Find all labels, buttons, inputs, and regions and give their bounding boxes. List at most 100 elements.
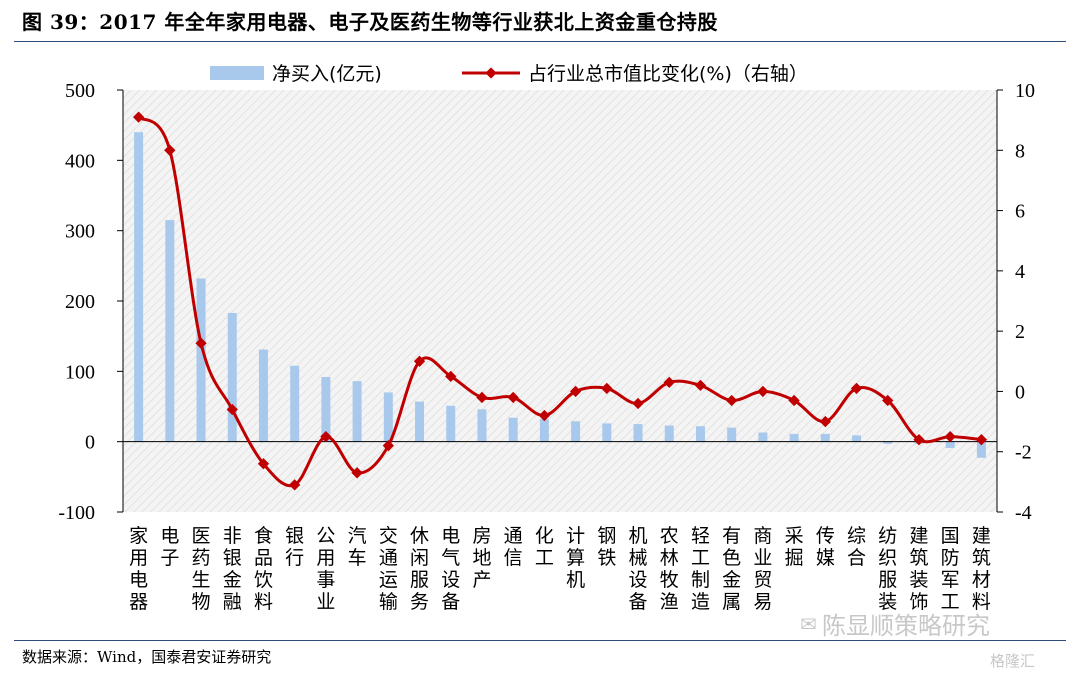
line-point <box>538 409 551 422</box>
category-labels: 家用电器电子医药生物非银金融食品饮料银行公用事业汽车交通运输休闲服务电气设备房地… <box>129 525 991 613</box>
right-tick-label: 10 <box>1015 80 1035 102</box>
category-label: 公用事业 <box>316 525 335 613</box>
category-label: 建筑装饰 <box>909 525 928 613</box>
right-tick-label: 8 <box>1015 140 1025 162</box>
right-tick-label: 2 <box>1015 321 1025 343</box>
category-label: 银行 <box>285 525 304 569</box>
line-point <box>944 430 956 443</box>
line-point <box>195 337 207 349</box>
bar <box>789 433 799 442</box>
category-label: 医药生物 <box>192 525 211 613</box>
left-tick-label: 100 <box>65 361 95 383</box>
legend-line-label: 占行业总市值比变化(%)（右轴） <box>528 63 808 85</box>
category-label: 农林牧渔 <box>660 525 679 613</box>
bar <box>258 349 268 442</box>
bar <box>134 132 144 442</box>
line-point <box>320 430 332 443</box>
bar <box>976 441 986 458</box>
line-point <box>351 467 363 479</box>
left-axis: -100 0 100 200 300 400 500 <box>58 80 124 524</box>
category-label: 家用电器 <box>129 525 148 613</box>
right-tick-label: 4 <box>1015 261 1025 283</box>
line-point <box>445 370 457 383</box>
category-label: 休闲服务 <box>410 525 429 613</box>
figure-title: 图 39：2017 年全年家用电器、电子及医药生物等行业获北上资金重仓持股 <box>22 10 718 34</box>
left-tick-label: 300 <box>65 221 95 243</box>
legend: 净买入(亿元) 占行业总市值比变化(%)（右轴） <box>210 63 808 85</box>
bar <box>883 441 893 444</box>
left-tick-label: 0 <box>85 432 95 454</box>
line-point <box>289 479 301 491</box>
right-tick-label: -4 <box>1015 502 1032 524</box>
bar <box>633 424 643 442</box>
bar <box>477 409 487 442</box>
category-label: 房地产 <box>472 525 491 591</box>
right-tick-label: 6 <box>1015 201 1025 223</box>
category-label: 钢铁 <box>597 525 616 569</box>
line-point <box>569 385 582 398</box>
category-label: 食品饮料 <box>254 525 273 613</box>
line-point <box>226 403 238 416</box>
watermark: 陈显顺策略研究 <box>822 612 990 640</box>
left-tick-label: 500 <box>65 80 95 102</box>
line-point <box>975 434 988 446</box>
bar <box>727 427 737 442</box>
bar <box>664 425 674 442</box>
source-note: 数据来源：Wind，国泰君安证券研究 <box>22 648 272 666</box>
category-label: 商业贸易 <box>753 525 772 613</box>
line-point <box>601 382 613 395</box>
left-tick-label: -100 <box>58 502 95 524</box>
legend-bar-label: 净买入(亿元) <box>272 63 382 85</box>
bar <box>852 435 862 442</box>
title-rule <box>14 41 1066 42</box>
bar <box>571 421 581 442</box>
bar <box>695 426 705 442</box>
category-label: 纺织服装 <box>878 525 897 613</box>
category-label: 建筑材料 <box>972 525 991 613</box>
bar <box>945 441 955 448</box>
category-label: 机械设备 <box>629 525 648 613</box>
legend-line-marker <box>485 67 497 79</box>
bar <box>321 376 331 442</box>
bar <box>165 220 175 442</box>
category-label: 有色金属 <box>722 525 741 613</box>
bar <box>508 417 518 442</box>
category-label: 国防军工 <box>941 525 960 613</box>
bar <box>196 278 206 442</box>
legend-bar-swatch <box>210 66 264 80</box>
right-tick-label: 0 <box>1015 381 1025 403</box>
category-label: 汽车 <box>348 525 367 569</box>
bar-series <box>134 132 986 458</box>
category-label: 采掘 <box>785 525 804 569</box>
line-point <box>413 355 426 367</box>
watermark-brand: 格隆汇 <box>990 652 1036 670</box>
line-point <box>850 382 863 395</box>
bar <box>758 432 768 442</box>
bar <box>290 365 300 442</box>
line-point <box>257 458 270 470</box>
bar <box>415 401 425 442</box>
right-tick-label: -2 <box>1015 442 1032 464</box>
line-point <box>164 144 176 156</box>
line-point <box>819 415 831 428</box>
line-point <box>476 391 488 404</box>
left-tick-label: 400 <box>65 150 95 172</box>
line-point <box>632 397 644 410</box>
wechat-icon: ✉ <box>800 612 817 636</box>
bar <box>383 392 393 442</box>
line-point <box>694 379 707 392</box>
line-point <box>913 434 925 446</box>
bar <box>602 423 612 442</box>
category-label: 交通运输 <box>379 525 398 613</box>
category-label: 轻工制造 <box>691 525 710 613</box>
line-point <box>663 376 675 389</box>
category-label: 综合 <box>847 525 866 569</box>
line-point <box>757 385 769 398</box>
line-point <box>726 394 738 407</box>
source-rule <box>14 640 1066 641</box>
category-label: 电气设备 <box>441 525 460 613</box>
bar <box>352 381 362 442</box>
category-label: 非银金融 <box>223 525 242 613</box>
bar <box>820 433 830 442</box>
bar <box>446 405 456 442</box>
